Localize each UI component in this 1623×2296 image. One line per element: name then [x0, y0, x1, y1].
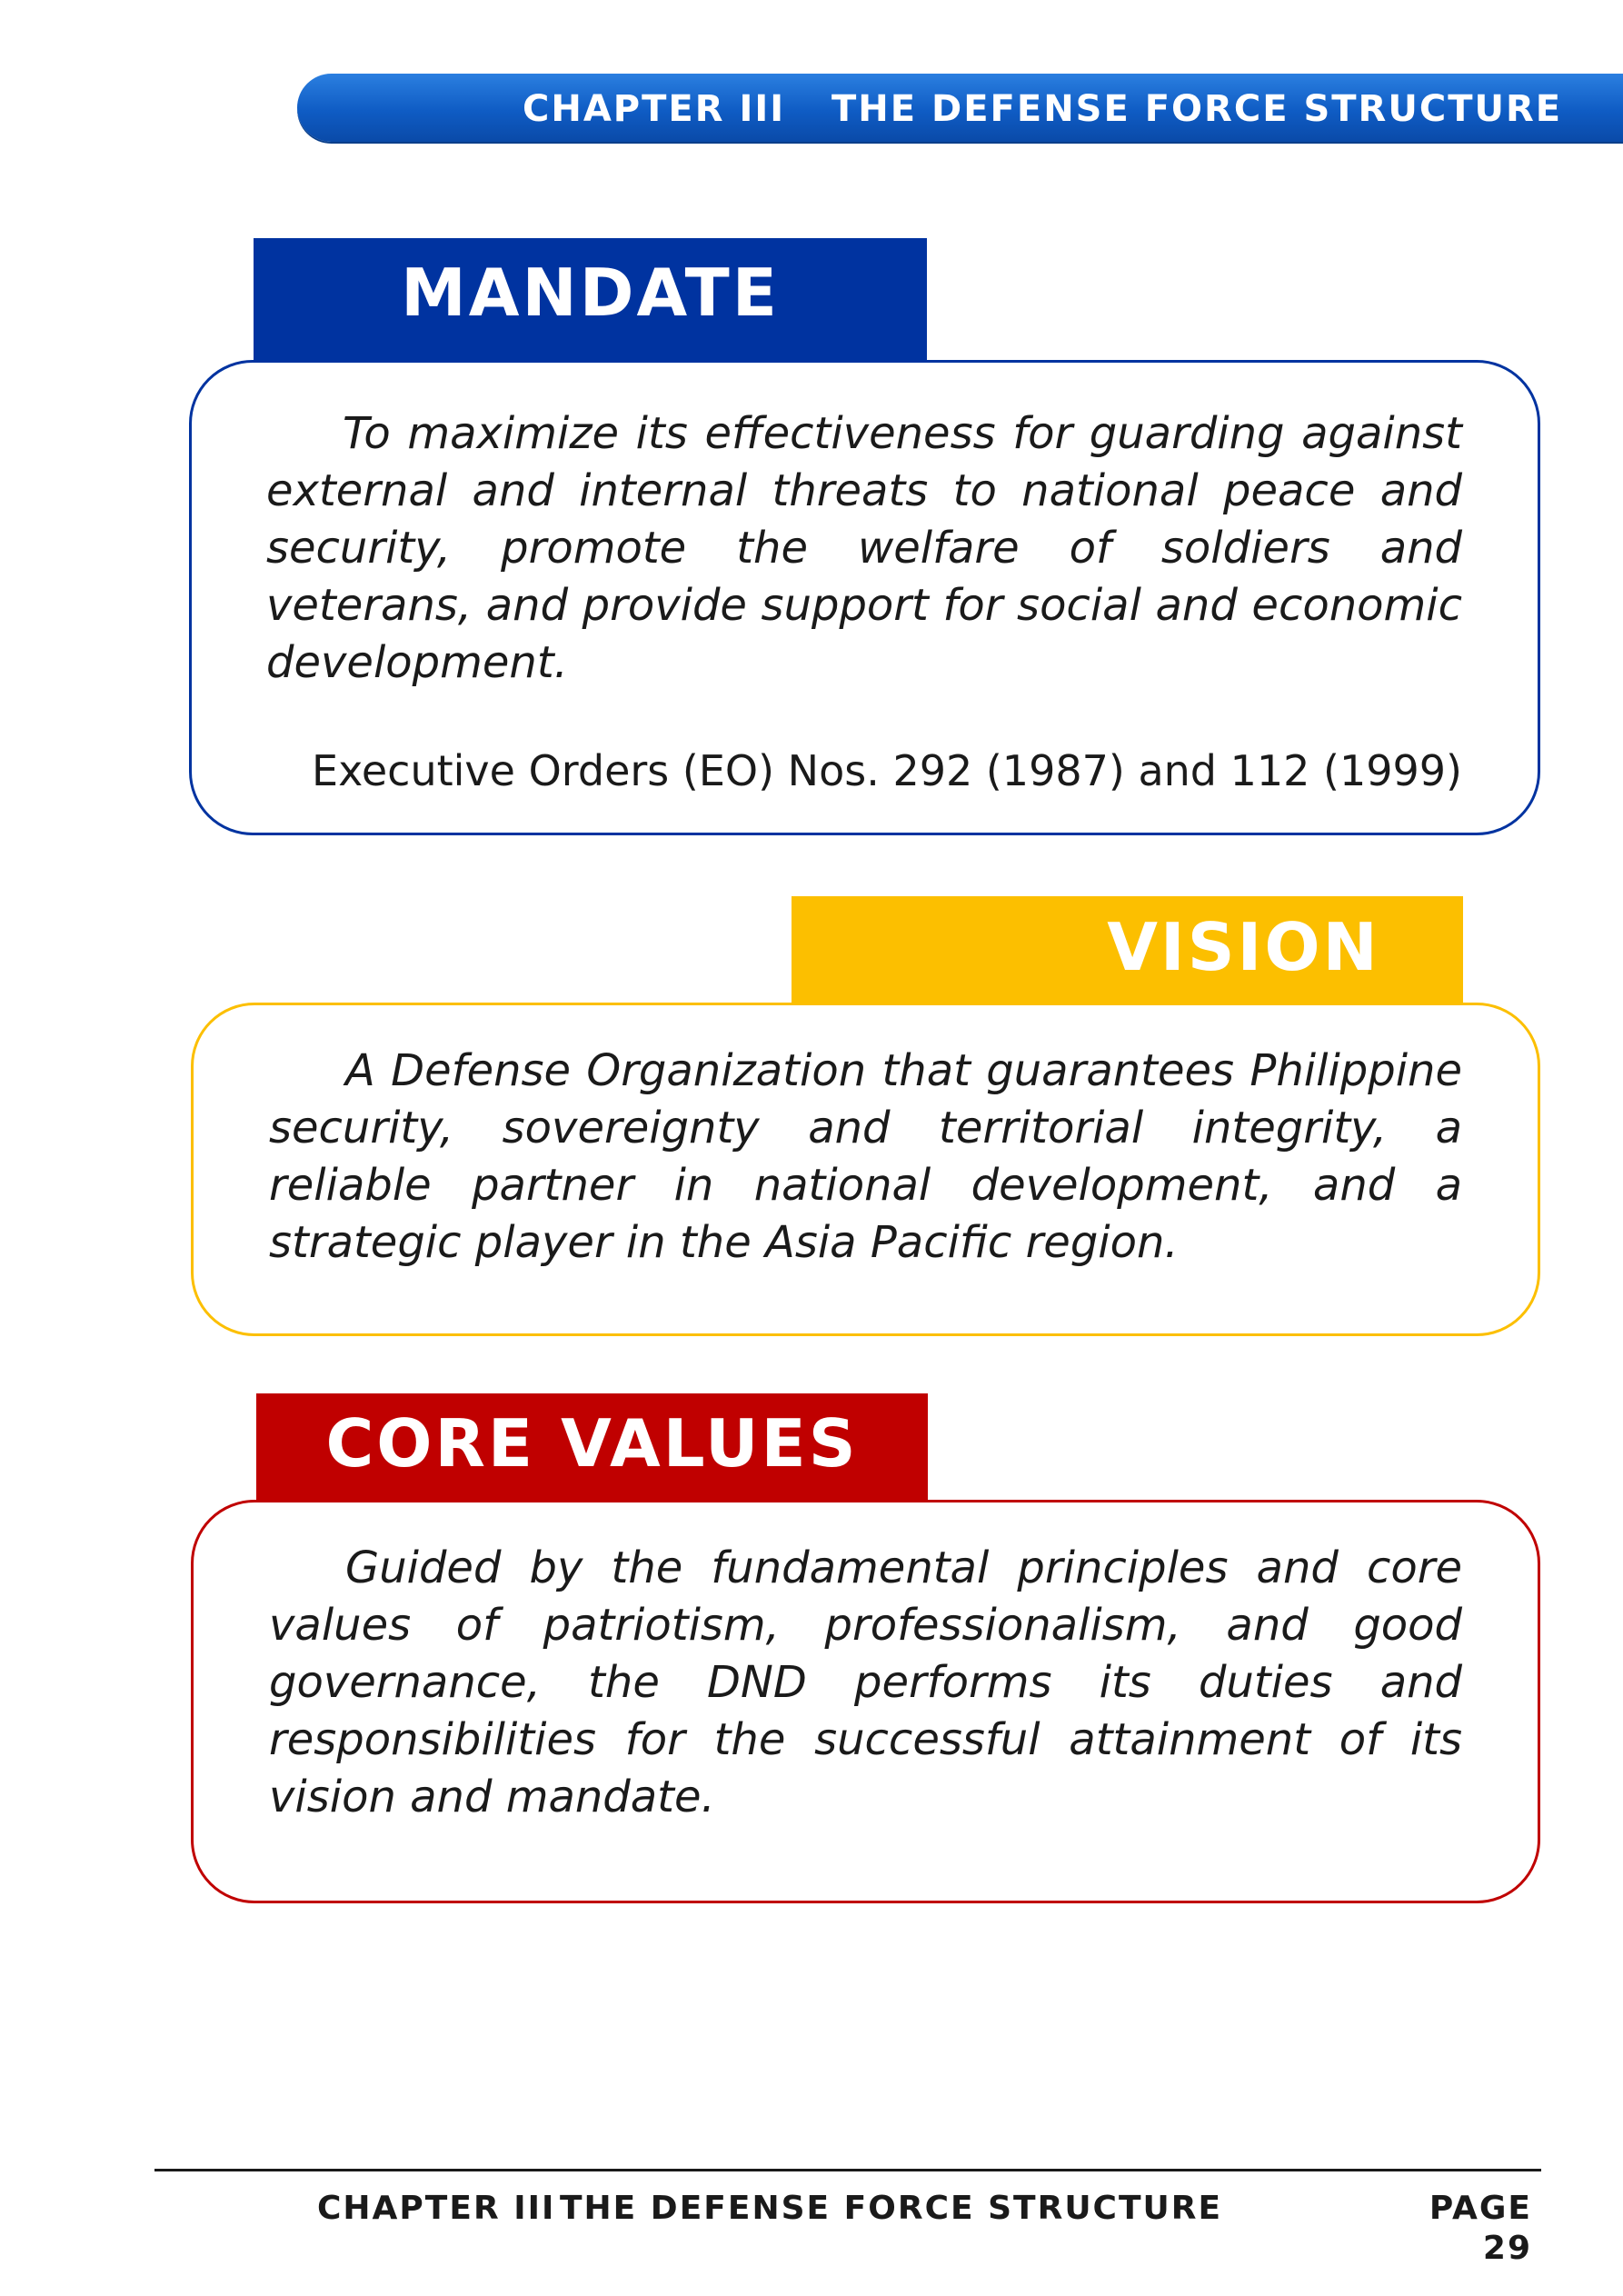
core-values-box — [191, 1500, 1540, 1903]
mandate-source: Executive Orders (EO) Nos. 292 (1987) an… — [312, 746, 1462, 795]
vision-heading-text: VISION — [1107, 909, 1380, 985]
vision-box — [191, 1003, 1540, 1336]
mandate-box — [189, 360, 1540, 835]
footer-rule — [154, 2169, 1541, 2171]
chapter-header-band — [297, 74, 1623, 142]
footer-page-number: PAGE 29 — [1429, 2190, 1532, 2267]
mandate-heading-text: MANDATE — [401, 255, 780, 331]
mandate-text: To maximize its effectiveness for guardi… — [266, 408, 1462, 688]
vision-text: A Defense Organization that guarantees P… — [269, 1045, 1462, 1268]
mandate-heading: MANDATE — [254, 238, 927, 361]
header-chapter: CHAPTER III — [523, 88, 786, 130]
core-values-heading-text: CORE VALUES — [325, 1405, 859, 1482]
vision-heading: VISION — [792, 896, 1463, 1003]
footer-title: THE DEFENSE FORCE STRUCTURE — [560, 2190, 1223, 2227]
header-title: THE DEFENSE FORCE STRUCTURE — [831, 88, 1563, 130]
core-values-heading: CORE VALUES — [256, 1393, 928, 1501]
footer-chapter: CHAPTER III — [317, 2190, 556, 2227]
core-values-text: Guided by the fundamental principles and… — [269, 1542, 1462, 1822]
